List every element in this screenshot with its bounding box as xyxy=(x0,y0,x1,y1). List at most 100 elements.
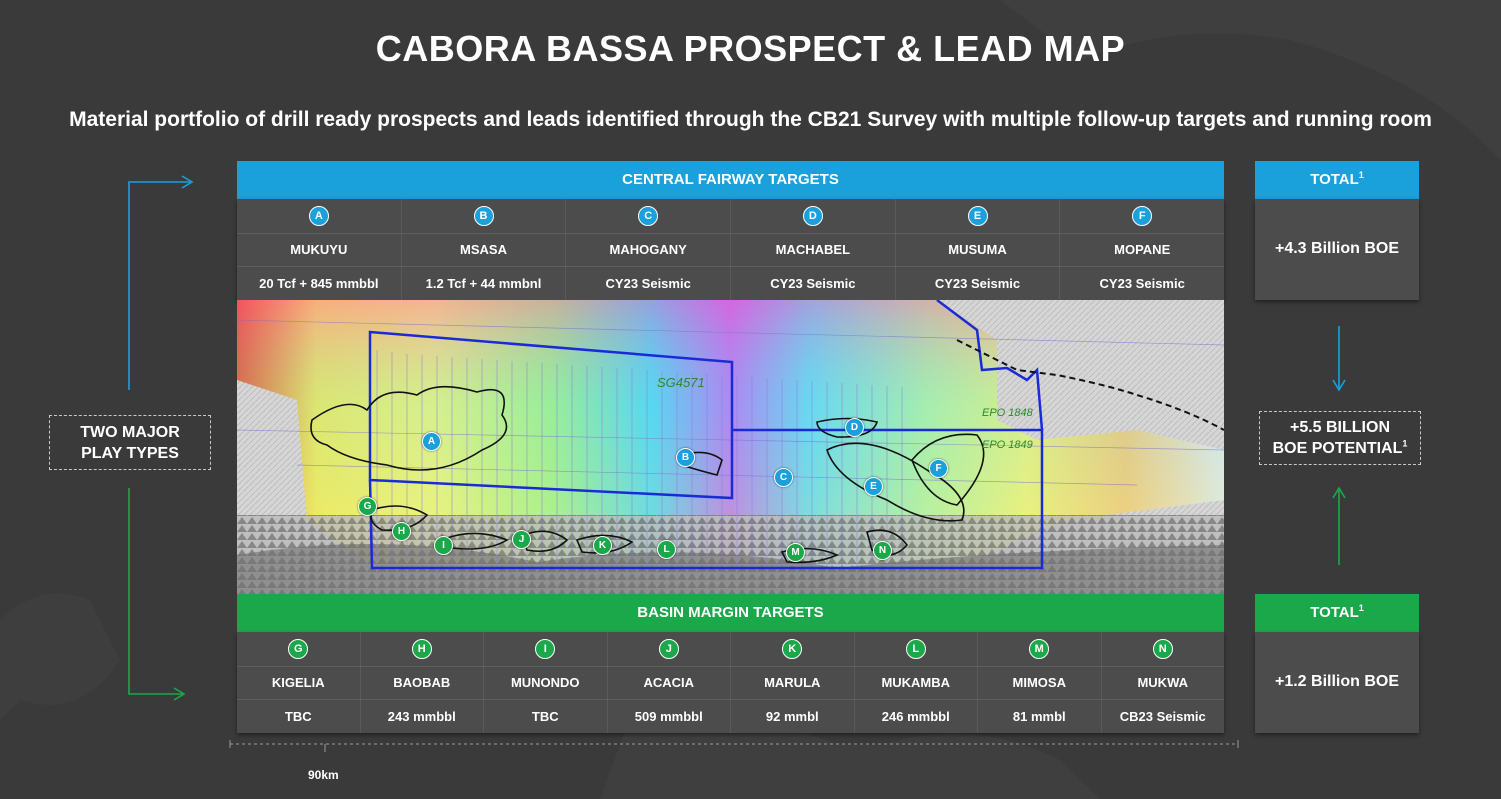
target-name: MUKAMBA xyxy=(855,666,978,699)
map-marker-l: L xyxy=(657,540,676,559)
margin-total-panel: +1.2 Billion BOE xyxy=(1255,632,1419,733)
potential-arrows xyxy=(1332,326,1346,565)
target-value: CB23 Seismic xyxy=(1119,708,1206,724)
target-badge-f: F xyxy=(1132,206,1153,226)
scale-bar xyxy=(229,740,1239,752)
target-badge-l: L xyxy=(905,639,926,659)
margin-total-header: TOTAL1 xyxy=(1255,594,1419,632)
target-name: MACHABEL xyxy=(731,233,896,266)
potential-footnote: 1 xyxy=(1402,438,1408,449)
target-badge-c: C xyxy=(638,206,659,226)
target-value: 92 mmbl xyxy=(731,699,855,733)
margin-total-label: TOTAL xyxy=(1310,604,1359,621)
page-subtitle: Material portfolio of drill ready prospe… xyxy=(69,108,1432,131)
potential-line1: +5.5 BILLION xyxy=(1289,419,1390,436)
target-badge-cell: F xyxy=(1060,199,1224,233)
target-name: MSASA xyxy=(402,233,567,266)
target-name: MUSUMA xyxy=(896,233,1061,266)
target-name: MUKWA xyxy=(1137,675,1189,690)
target-name: MAHOGANY xyxy=(566,233,732,266)
map-marker-a: A xyxy=(422,432,441,451)
target-badge-m: M xyxy=(1029,639,1050,659)
target-value: 246 mmbbl xyxy=(855,699,978,733)
target-badge-n: N xyxy=(1152,639,1173,659)
map-marker-k: K xyxy=(593,536,612,555)
central-targets-panel: A B C D E F MUKUYU MSASA MAHOGANY MACHABEL MUSUMA… xyxy=(237,199,1224,300)
target-value: TBC xyxy=(484,699,608,733)
target-name: ACACIA xyxy=(608,666,731,699)
central-total-value: +4.3 Billion BOE xyxy=(1274,240,1400,257)
target-badge-cell: G xyxy=(237,632,361,666)
play-types-line2: PLAY TYPES xyxy=(81,444,179,462)
target-badge-b: B xyxy=(473,206,494,226)
target-badge-k: K xyxy=(782,639,803,659)
target-badge-cell: B xyxy=(402,199,567,233)
target-badge-h: H xyxy=(411,639,432,659)
target-badge-cell: A xyxy=(237,199,402,233)
target-badge-cell: H xyxy=(361,632,484,666)
scale-label: 90km xyxy=(308,768,339,782)
target-value: 243 mmbbl xyxy=(361,699,484,733)
target-name: MUNONDO xyxy=(484,666,608,699)
central-total-footnote: 1 xyxy=(1358,170,1364,180)
map-marker-c: C xyxy=(774,468,793,487)
target-value: CY23 Seismic xyxy=(566,266,732,300)
map-marker-h: H xyxy=(392,522,411,541)
map-marker-g: G xyxy=(358,497,377,516)
target-value: CY23 Seismic xyxy=(896,266,1061,300)
target-badge-cell: E xyxy=(896,199,1061,233)
potential-line2: BOE POTENTIAL xyxy=(1272,440,1403,457)
target-value: 509 mmbbl xyxy=(608,699,731,733)
target-badge-cell: C xyxy=(566,199,732,233)
map-marker-f: F xyxy=(929,459,948,478)
map-marker-b: B xyxy=(676,448,695,467)
target-badge-a: A xyxy=(308,206,329,226)
map-label-epo-1849: EPO 1849 xyxy=(982,439,1033,451)
target-badge-cell: I xyxy=(484,632,608,666)
map-marker-i: I xyxy=(434,536,453,555)
target-badge-cell: D xyxy=(731,199,896,233)
central-total-header: TOTAL1 xyxy=(1255,161,1419,199)
target-badge-e: E xyxy=(967,206,988,226)
target-badge-cell: N xyxy=(1102,632,1225,666)
map-marker-j: J xyxy=(512,530,531,549)
target-name: KIGELIA xyxy=(237,666,361,699)
map-marker-n: N xyxy=(873,541,892,560)
map-label-epo-1848: EPO 1848 xyxy=(982,407,1034,419)
target-value: TBC xyxy=(237,699,361,733)
map-label-block: SG4571 xyxy=(657,375,705,390)
target-badge-cell: J xyxy=(608,632,731,666)
target-badge-g: G xyxy=(288,639,309,659)
target-badge-cell: K xyxy=(731,632,855,666)
target-badge-i: I xyxy=(535,639,556,659)
play-type-arrows xyxy=(128,175,194,701)
target-badge-d: D xyxy=(802,206,823,226)
central-fairway-header: CENTRAL FAIRWAY TARGETS xyxy=(237,161,1224,199)
target-name: MIMOSA xyxy=(978,666,1102,699)
target-badge-cell: L xyxy=(855,632,978,666)
target-name: MOPANE xyxy=(1114,242,1171,257)
map-marker-m: M xyxy=(786,543,805,562)
page-title: CABORA BASSA PROSPECT & LEAD MAP xyxy=(375,28,1126,69)
target-value: 20 Tcf + 845 mmbbl xyxy=(237,266,402,300)
target-name: MUKUYU xyxy=(237,233,402,266)
target-badge-j: J xyxy=(658,639,679,659)
target-name: BAOBAB xyxy=(361,666,484,699)
total-potential-box: +5.5 BILLION BOE POTENTIAL1 xyxy=(1259,411,1421,465)
central-total-panel: +4.3 Billion BOE xyxy=(1255,199,1419,300)
target-value: 1.2 Tcf + 44 mmbnl xyxy=(402,266,567,300)
target-name: MARULA xyxy=(731,666,855,699)
margin-total-value: +1.2 Billion BOE xyxy=(1274,673,1400,690)
map-marker-d: D xyxy=(845,418,864,437)
two-major-play-types-box: TWO MAJOR PLAY TYPES xyxy=(49,415,211,470)
margin-targets-panel: G H I J K L M N KIGELIA BAOBAB MUNONDO ACACIA MARUL… xyxy=(237,632,1224,733)
target-value: 81 mmbl xyxy=(978,699,1102,733)
margin-total-footnote: 1 xyxy=(1358,603,1364,613)
central-total-label: TOTAL xyxy=(1310,171,1359,188)
basin-margin-header: BASIN MARGIN TARGETS xyxy=(237,594,1224,632)
target-badge-cell: M xyxy=(978,632,1102,666)
map-marker-e: E xyxy=(864,477,883,496)
map-graphic: SG4571 EPO 1848 EPO 1849 xyxy=(237,300,1224,594)
target-value: CY23 Seismic xyxy=(731,266,896,300)
